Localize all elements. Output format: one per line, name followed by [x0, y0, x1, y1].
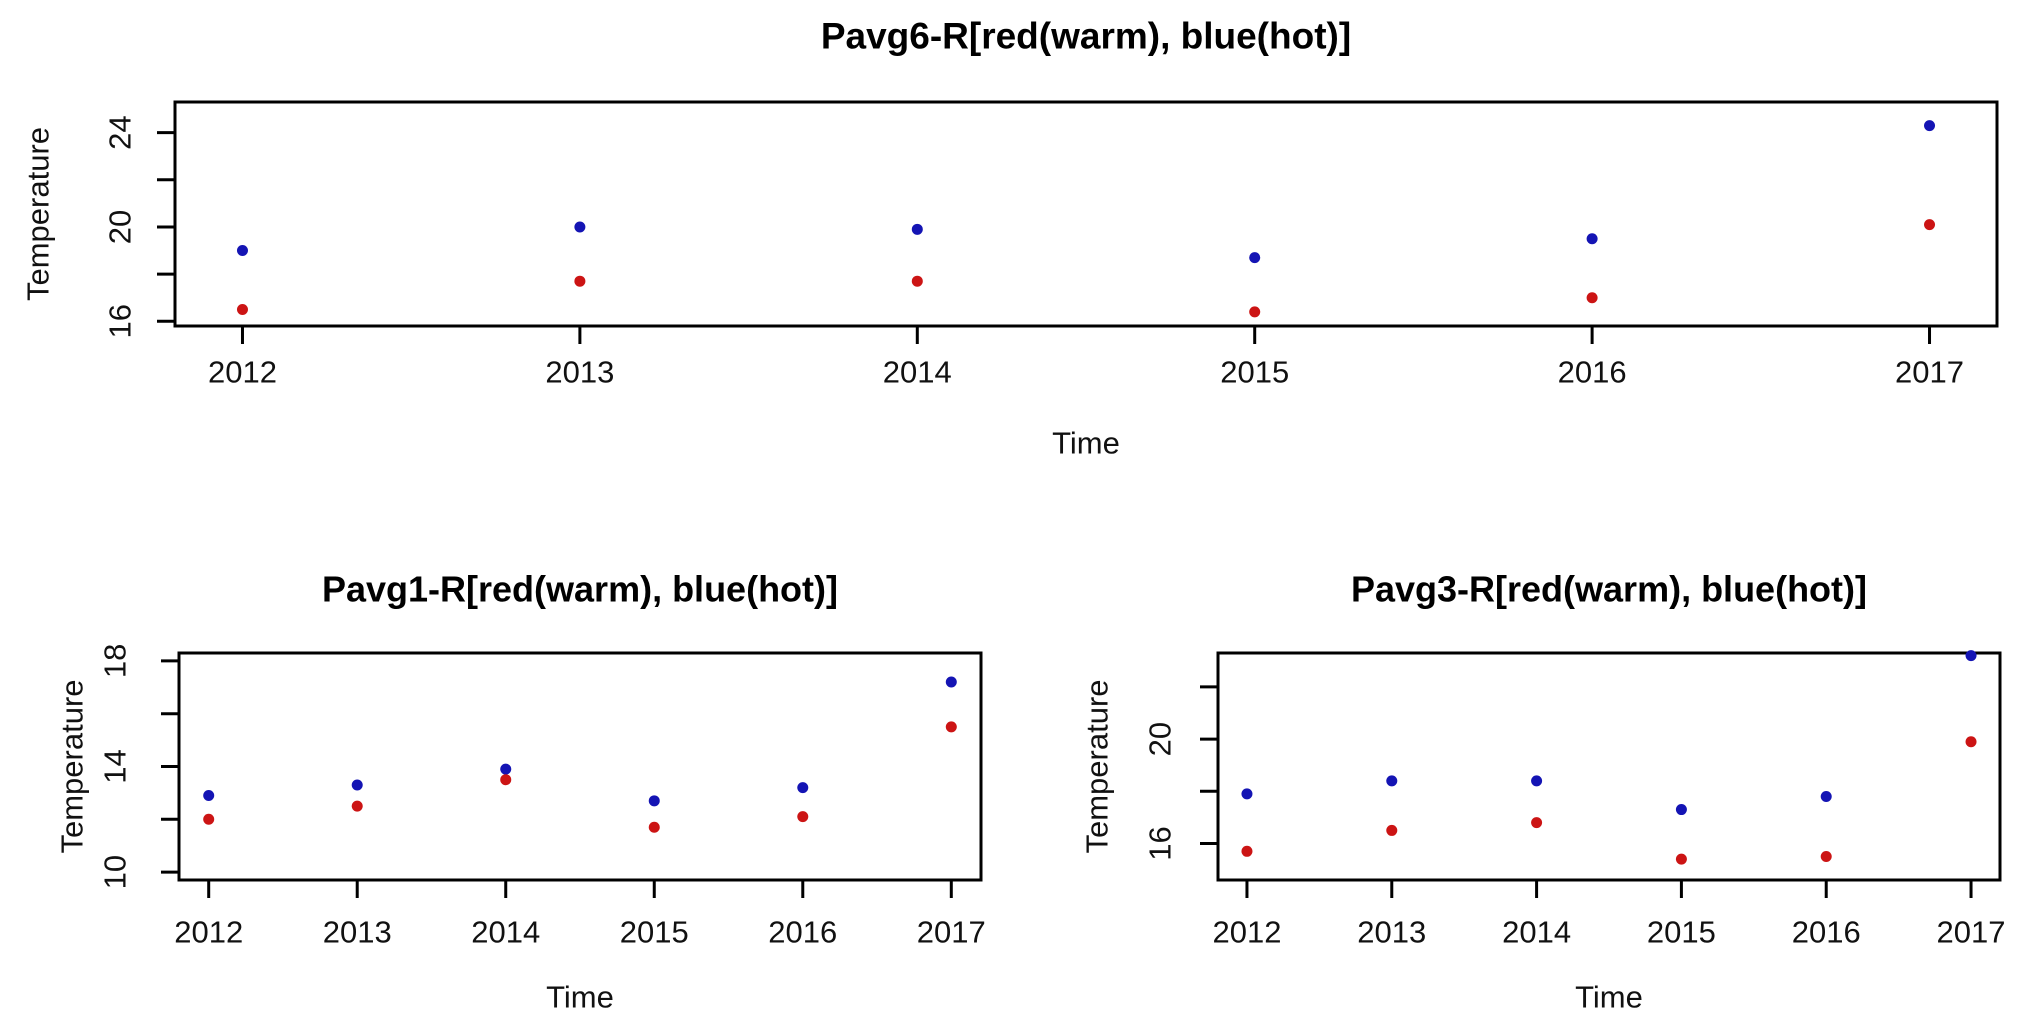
y-tick-label: 20 — [103, 210, 138, 244]
data-point — [648, 795, 660, 807]
data-point — [945, 676, 957, 688]
x-tick-label: 2014 — [883, 355, 952, 390]
data-point — [1249, 306, 1261, 318]
data-point — [1241, 788, 1253, 800]
y-axis-title: Temperature — [1080, 679, 1115, 853]
x-tick-label: 2012 — [174, 915, 243, 950]
data-point — [236, 245, 248, 257]
plot-box — [1216, 651, 2002, 882]
y-tick-label: 14 — [98, 749, 133, 783]
series-warm-red- — [236, 219, 1936, 318]
x-tick-label: 2017 — [917, 915, 986, 950]
y-axis-title: Temperature — [55, 679, 90, 853]
series-hot-blue- — [1241, 650, 1977, 816]
data-point — [1675, 804, 1687, 816]
x-tick-label: 2015 — [620, 915, 689, 950]
data-point — [351, 779, 363, 791]
panel-pavg1: Pavg1-R[red(warm), blue(hot)] 2012 2013 201… — [55, 569, 986, 1015]
data-point — [1675, 853, 1687, 865]
data-point — [945, 721, 957, 733]
data-point — [797, 811, 809, 823]
data-point — [1820, 851, 1832, 863]
data-point — [203, 790, 215, 802]
panel-title: Pavg6-R[red(warm), blue(hot)] — [821, 16, 1351, 57]
data-point — [203, 813, 215, 825]
x-tick-label: 2012 — [1212, 915, 1281, 950]
x-axis-title: Time — [546, 980, 614, 1015]
data-point — [1386, 824, 1398, 836]
data-point — [574, 275, 586, 287]
panel-title: Pavg1-R[red(warm), blue(hot)] — [322, 569, 838, 610]
x-tick-label: 2014 — [471, 915, 540, 950]
data-point — [1586, 292, 1598, 304]
x-tick-label: 2014 — [1502, 915, 1571, 950]
data-point — [1965, 650, 1977, 662]
panel-title: Pavg3-R[red(warm), blue(hot)] — [1351, 569, 1867, 610]
x-tick-label: 2016 — [1558, 355, 1627, 390]
data-point — [351, 800, 363, 812]
data-point — [1586, 233, 1598, 245]
data-point — [500, 763, 512, 775]
y-tick-label: 10 — [98, 855, 133, 889]
x-tick-label: 2016 — [768, 915, 837, 950]
data-point — [1531, 775, 1543, 787]
data-point — [1386, 775, 1398, 787]
y-axis-title: Temperature — [21, 127, 56, 301]
data-point — [1531, 817, 1543, 829]
x-tick-label: 2013 — [1357, 915, 1426, 950]
data-point — [500, 774, 512, 786]
plot-box — [173, 100, 1999, 328]
y-tick-label: 24 — [103, 115, 138, 149]
series-hot-blue- — [203, 676, 957, 807]
panel-pavg6: Pavg6-R[red(warm), blue(hot)]2012 2013 201… — [21, 16, 1999, 461]
plot-box — [177, 651, 983, 882]
x-tick-label: 2013 — [545, 355, 614, 390]
series-hot-blue- — [236, 120, 1936, 264]
x-tick-label: 2016 — [1792, 915, 1861, 950]
x-axis-title: Time — [1052, 426, 1120, 461]
data-point — [911, 223, 923, 235]
series-warm-red- — [203, 721, 957, 833]
data-point — [1820, 791, 1832, 803]
data-point — [1924, 219, 1936, 231]
x-tick-label: 2012 — [208, 355, 277, 390]
data-point — [1965, 736, 1977, 748]
data-point — [1249, 252, 1261, 264]
panel-pavg3: Pavg3-R[red(warm), blue(hot)]2012 2013 201… — [1080, 569, 2006, 1015]
x-tick-label: 2017 — [1937, 915, 2006, 950]
data-point — [648, 821, 660, 833]
x-axis-title: Time — [1575, 980, 1643, 1015]
data-point — [797, 782, 809, 794]
x-tick-label: 2015 — [1647, 915, 1716, 950]
y-tick-label: 20 — [1143, 722, 1178, 756]
y-tick-label: 16 — [1143, 826, 1178, 860]
data-point — [911, 275, 923, 287]
x-tick-label: 2013 — [323, 915, 392, 950]
data-point — [1241, 845, 1253, 857]
x-tick-label: 2017 — [1895, 355, 1964, 390]
y-tick-label: 18 — [98, 644, 133, 678]
series-warm-red- — [1241, 736, 1977, 865]
data-point — [1924, 120, 1936, 132]
data-point — [236, 303, 248, 315]
x-tick-label: 2015 — [1220, 355, 1289, 390]
data-point — [574, 221, 586, 233]
y-tick-label: 16 — [103, 304, 138, 338]
